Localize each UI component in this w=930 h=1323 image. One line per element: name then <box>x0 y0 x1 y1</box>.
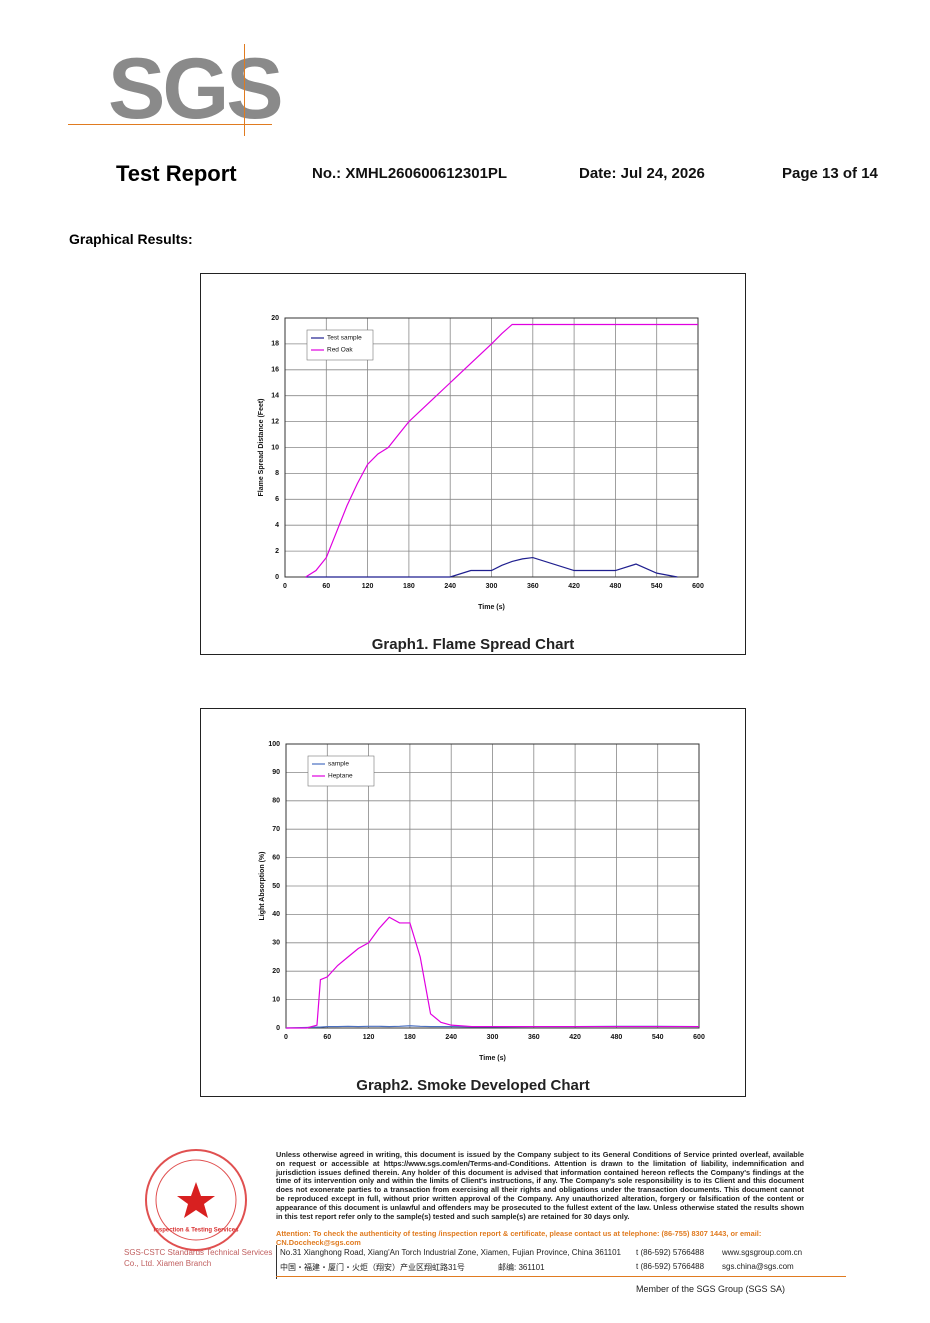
x-tick-label: 120 <box>363 1034 375 1041</box>
phone: t (86-592) 5766488 <box>636 1248 705 1257</box>
stamp-ring <box>155 1159 237 1241</box>
x-tick-label: 240 <box>444 583 456 590</box>
chart: 0 10 20 30 40 50 60 70 80 90 100 0 60 120 180 240 300 360… <box>259 741 705 1094</box>
chart-frame: 0 10 20 30 40 50 60 70 80 90 100 0 60 120 180 240 300 360… <box>200 708 746 1097</box>
x-tick-label: 240 <box>445 1034 457 1041</box>
y-tick-label: 70 <box>272 826 280 833</box>
chart-frame: 0 2 4 6 8 10 12 14 16 18 20 0 60 120 180 240 300 360 420 48… <box>200 273 746 655</box>
report-title: Test Report <box>116 161 237 186</box>
x-axis-title: Time (s) <box>478 604 505 611</box>
postcode: 邮编: 361101 <box>498 1263 545 1272</box>
x-tick-label: 360 <box>527 583 539 590</box>
x-tick-label: 600 <box>692 583 704 590</box>
x-tick-label: 480 <box>610 583 622 590</box>
stamp-star <box>177 1182 215 1218</box>
y-tick-label: 6 <box>275 496 279 503</box>
stamp: Inspection & Testing Services <box>145 1149 247 1251</box>
y-tick-label: 18 <box>271 341 279 348</box>
x-tick-label: 0 <box>283 583 287 590</box>
y-tick-label: 12 <box>271 418 279 425</box>
y-tick-label: 60 <box>272 854 280 861</box>
x-tick-label: 300 <box>487 1034 499 1041</box>
y-tick-label: 90 <box>272 769 280 776</box>
address-rule <box>276 1245 277 1279</box>
x-tick-label: 300 <box>486 583 498 590</box>
x-axis-title: Time (s) <box>479 1055 506 1062</box>
x-tick-label: 180 <box>404 1034 416 1041</box>
stamp-text: Inspection & Testing Services <box>154 1228 240 1234</box>
y-tick-label: 10 <box>272 996 280 1003</box>
series-line <box>305 323 698 578</box>
legend-label: Heptane <box>328 773 353 780</box>
report-number: No.: XMHL260600612301PL <box>312 165 508 182</box>
x-tick-label: 0 <box>284 1034 288 1041</box>
footer-rule <box>276 1276 846 1277</box>
y-tick-label: 0 <box>276 1025 280 1032</box>
x-tick-label: 540 <box>652 1034 664 1041</box>
company-name: SGS-CSTC Standards Technical Services Co… <box>124 1248 273 1268</box>
x-tick-label: 60 <box>323 1034 331 1041</box>
phone: t (86-592) 5766488 <box>636 1262 705 1271</box>
x-tick-label: 540 <box>651 583 663 590</box>
disclaimer: Unless otherwise agreed in writing, this… <box>276 1150 804 1221</box>
x-tick-label: 600 <box>693 1034 705 1041</box>
x-tick-label: 480 <box>611 1034 623 1041</box>
report-date: Date: Jul 24, 2026 <box>579 165 705 182</box>
section-title: Graphical Results: <box>69 231 193 247</box>
legend-label: sample <box>328 761 349 768</box>
y-axis-title: Flame Spread Distance (Feet) <box>258 398 265 496</box>
chart-title: Graph1. Flame Spread Chart <box>372 636 575 653</box>
y-tick-label: 100 <box>268 741 280 748</box>
legend-label: Red Oak <box>327 347 353 354</box>
chart: 0 2 4 6 8 10 12 14 16 18 20 0 60 120 180 240 300 360 420 48… <box>258 315 704 653</box>
y-tick-label: 2 <box>275 548 279 555</box>
email: sgs.china@sgs.com <box>722 1262 794 1271</box>
logo-rule <box>244 44 245 136</box>
logo: SGS <box>108 41 284 137</box>
legend-box <box>306 329 374 361</box>
x-tick-label: 180 <box>403 583 415 590</box>
y-tick-label: 20 <box>272 968 280 975</box>
legend-box <box>307 755 375 787</box>
page-number: Page 13 of 14 <box>782 165 878 182</box>
y-tick-label: 0 <box>275 574 279 581</box>
x-tick-label: 360 <box>528 1034 540 1041</box>
y-tick-label: 10 <box>271 444 279 451</box>
series-line <box>305 556 678 578</box>
y-tick-label: 4 <box>275 522 279 529</box>
chart-title: Graph2. Smoke Developed Chart <box>356 1077 589 1094</box>
y-tick-label: 14 <box>271 393 279 400</box>
address-cn: 中国・福建・厦门・火炬（翔安）产业区翔虹路31号 <box>280 1263 465 1272</box>
y-tick-label: 50 <box>272 883 280 890</box>
member-line: Member of the SGS Group (SGS SA) <box>636 1284 786 1294</box>
legend-label: Test sample <box>327 335 362 342</box>
y-tick-label: 40 <box>272 911 280 918</box>
y-tick-label: 80 <box>272 798 280 805</box>
series-line <box>286 916 699 1029</box>
y-tick-label: 8 <box>275 470 279 477</box>
stamp-ring <box>145 1149 247 1251</box>
plot-frame <box>284 317 699 578</box>
y-tick-label: 30 <box>272 940 280 947</box>
x-tick-label: 120 <box>362 583 374 590</box>
website: www.sgsgroup.com.cn <box>722 1248 803 1257</box>
address-en: No.31 Xianghong Road, Xiang'An Torch Ind… <box>280 1248 621 1257</box>
x-tick-label: 420 <box>568 583 580 590</box>
x-tick-label: 420 <box>569 1034 581 1041</box>
x-tick-label: 60 <box>322 583 330 590</box>
y-tick-label: 20 <box>271 315 279 322</box>
logo-rule <box>68 124 272 125</box>
y-tick-label: 16 <box>271 367 279 374</box>
y-axis-title: Light Absorption (%) <box>259 852 266 921</box>
attention: Attention: To check the authenticity of … <box>276 1229 762 1247</box>
plot-frame <box>285 743 700 1029</box>
